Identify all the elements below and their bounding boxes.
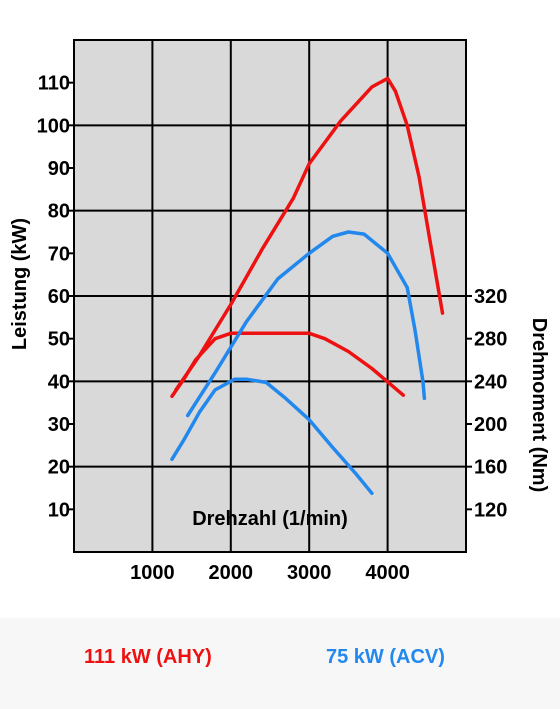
legend-item-ahy: 111 kW (AHY) [84,646,212,668]
y-tick-label: 90 [48,158,70,180]
y-tick-label: 110 [38,73,70,95]
y2-axis-ticks: 120 160 200 240 280 320 [466,286,507,521]
y-tick-label: 80 [48,201,70,223]
series-line [185,230,427,418]
y-tick-label: 50 [48,329,70,351]
grid [74,40,466,552]
y-tick-label: 100 [37,115,70,137]
legend-band [0,618,560,709]
y-tick-label: 10 [48,499,70,521]
y-tick-label: 30 [48,414,70,436]
y2-tick-label: 280 [474,329,507,351]
x-tick-label: 3000 [287,562,332,584]
x-tick-label: 2000 [209,562,254,584]
y2-tick-label: 160 [474,457,507,479]
x-axis-ticks: 1000 2000 3000 4000 [130,562,410,584]
legend-item-acv: 75 kW (ACV) [326,646,445,668]
y-tick-label: 20 [48,457,70,479]
y-tick-label: 40 [48,371,70,393]
y2-tick-label: 200 [474,414,507,436]
y-axis-label: Leistung (kW) [9,218,31,350]
y-axis-ticks: 10 20 30 40 50 60 70 80 90 100 110 [37,73,74,521]
series-line [170,331,406,399]
y2-tick-label: 240 [474,371,507,393]
y2-axis-label: Drehmoment (Nm) [528,318,550,492]
x-tick-label: 1000 [130,562,175,584]
series-line [170,377,374,496]
x-tick-label: 4000 [365,562,410,584]
series-line [174,76,445,392]
y2-tick-label: 120 [474,499,507,521]
series-lines [170,76,445,496]
y2-tick-label: 320 [474,286,507,308]
x-axis-label: Drehzahl (1/min) [192,508,348,530]
y-tick-label: 60 [48,286,70,308]
y-tick-label: 70 [48,243,70,265]
